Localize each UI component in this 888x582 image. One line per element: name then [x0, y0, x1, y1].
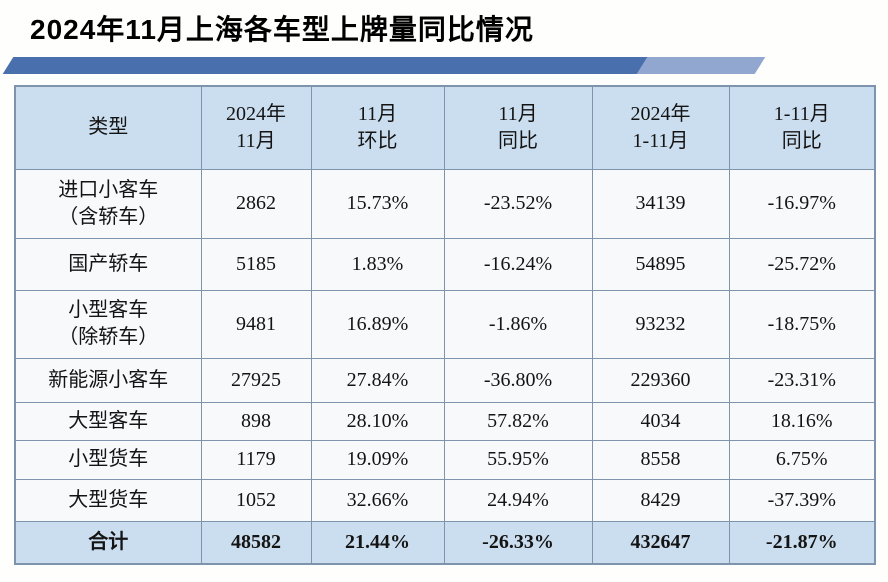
decorative-bar — [0, 57, 888, 74]
cell-type: 国产轿车 — [14, 237, 202, 291]
header-text: 11月 — [357, 102, 398, 125]
cell-cumulative-yoy: 6.75% — [728, 439, 876, 480]
table-row-large-truck: 大型货车 1052 32.66% 24.94% 8429 -37.39% — [14, 478, 876, 522]
cell-cumulative-yoy: -16.97% — [728, 168, 876, 239]
cell-cumulative: 229360 — [591, 357, 730, 403]
cell-yoy: 24.94% — [443, 478, 593, 522]
header-cell-mom: 11月 环比 — [310, 85, 445, 170]
cell-type: 大型货车 — [14, 478, 202, 522]
cell-yoy: -16.24% — [443, 237, 593, 291]
cell-total-label: 合计 — [14, 520, 202, 565]
cell-cumulative: 8429 — [591, 478, 730, 522]
cell-volume: 27925 — [200, 357, 312, 403]
cell-mom: 15.73% — [310, 168, 445, 239]
cell-volume: 5185 — [200, 237, 312, 291]
cell-mom: 16.89% — [310, 289, 445, 359]
cell-mom: 1.83% — [310, 237, 445, 291]
table-row-nev-passenger: 新能源小客车 27925 27.84% -36.80% 229360 -23.3… — [14, 357, 876, 403]
cell-volume: 1052 — [200, 478, 312, 522]
cell-volume: 9481 — [200, 289, 312, 359]
header-cell-cumulative-yoy: 1-11月 同比 — [728, 85, 876, 170]
cell-mom: 19.09% — [310, 439, 445, 480]
cell-cumulative-yoy: -37.39% — [728, 478, 876, 522]
decorative-bar-dark-segment — [2, 57, 648, 74]
cell-total-mom: 21.44% — [310, 520, 445, 565]
cell-yoy: 55.95% — [443, 439, 593, 480]
table-row-domestic-sedan: 国产轿车 5185 1.83% -16.24% 54895 -25.72% — [14, 237, 876, 291]
table-row-large-bus: 大型客车 898 28.10% 57.82% 4034 18.16% — [14, 401, 876, 441]
page-title: 2024年11月上海各车型上牌量同比情况 — [30, 14, 534, 45]
cell-cumulative: 93232 — [591, 289, 730, 359]
cell-cumulative-yoy: -25.72% — [728, 237, 876, 291]
table-total-row: 合计 48582 21.44% -26.33% 432647 -21.87% — [14, 520, 876, 565]
cell-total-cumulative: 432647 — [591, 520, 730, 565]
cell-type: 进口小客车 （含轿车） — [14, 168, 202, 239]
cell-total-cumulative-yoy: -21.87% — [728, 520, 876, 565]
table-row-small-truck: 小型货车 1179 19.09% 55.95% 8558 6.75% — [14, 439, 876, 480]
header-cell-yoy: 11月 同比 — [443, 85, 593, 170]
cell-type: 小型客车 （除轿车） — [14, 289, 202, 359]
cell-cumulative-yoy: -23.31% — [728, 357, 876, 403]
cell-yoy: -36.80% — [443, 357, 593, 403]
header-text: 11月 — [498, 102, 538, 125]
cell-total-volume: 48582 — [200, 520, 312, 565]
cell-cumulative: 4034 — [591, 401, 730, 441]
header-text: 1-11月 — [773, 102, 830, 125]
cell-yoy: 57.82% — [443, 401, 593, 441]
table-row-imported-passenger: 进口小客车 （含轿车） 2862 15.73% -23.52% 34139 -16… — [14, 168, 876, 239]
cell-mom: 32.66% — [310, 478, 445, 522]
cell-mom: 28.10% — [310, 401, 445, 441]
header-cell-type: 类型 — [14, 85, 202, 170]
cell-volume: 1179 — [200, 439, 312, 480]
vehicle-registration-table: 类型 2024年 11月 11月 环比 11月 同比 2024年 1-11月 1-11月… — [14, 85, 876, 565]
header-cell-nov-2024: 2024年 11月 — [200, 85, 312, 170]
cell-cumulative-yoy: -18.75% — [728, 289, 876, 359]
cell-cumulative: 54895 — [591, 237, 730, 291]
cell-type: 新能源小客车 — [14, 357, 202, 403]
header-text: 2024年 — [226, 102, 286, 125]
cell-cumulative: 34139 — [591, 168, 730, 239]
cell-type: 小型货车 — [14, 439, 202, 480]
header-text: 2024年 — [630, 102, 691, 125]
cell-mom: 27.84% — [310, 357, 445, 403]
table-row-small-bus: 小型客车 （除轿车） 9481 16.89% -1.86% 93232 -18.7… — [14, 289, 876, 359]
cell-volume: 2862 — [200, 168, 312, 239]
cell-volume: 898 — [200, 401, 312, 441]
table-header-row: 类型 2024年 11月 11月 环比 11月 同比 2024年 1-11月 1-11月… — [14, 85, 876, 170]
cell-cumulative-yoy: 18.16% — [728, 401, 876, 441]
cell-yoy: -1.86% — [443, 289, 593, 359]
header-cell-cumulative: 2024年 1-11月 — [591, 85, 730, 170]
header-text: 类型 — [88, 116, 129, 139]
cell-cumulative: 8558 — [591, 439, 730, 480]
cell-type: 大型客车 — [14, 401, 202, 441]
cell-yoy: -23.52% — [443, 168, 593, 239]
cell-total-yoy: -26.33% — [443, 520, 593, 565]
